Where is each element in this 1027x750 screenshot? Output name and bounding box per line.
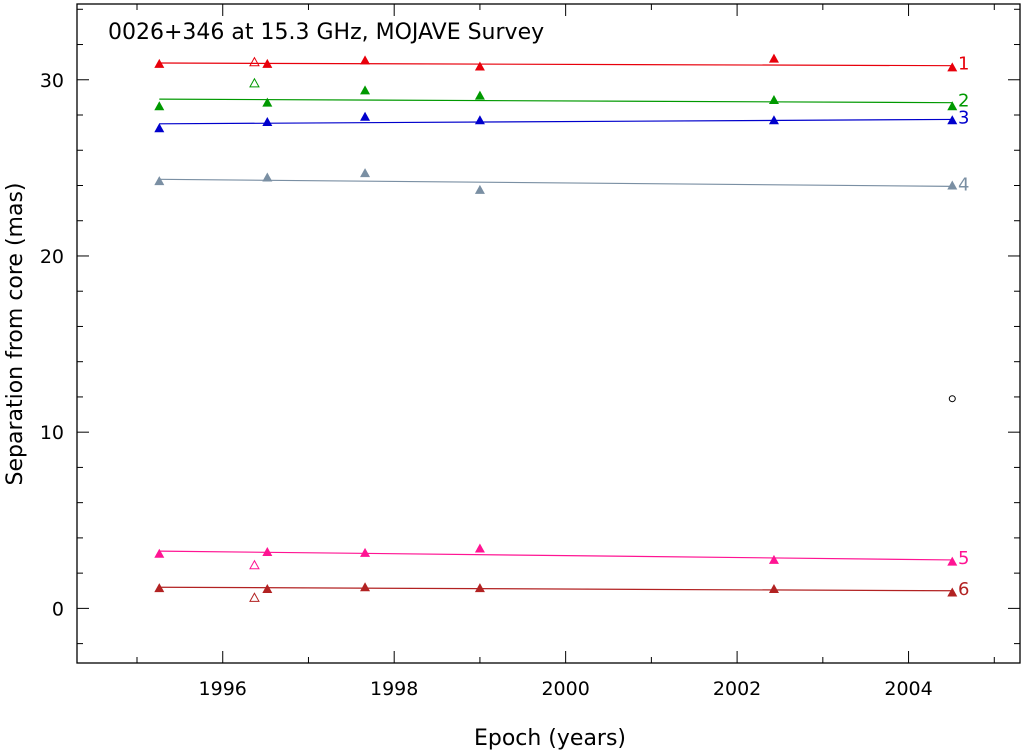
- fit-line-4: [159, 178, 953, 187]
- point-comp-2: [947, 101, 958, 111]
- point-comp-6: [768, 583, 779, 593]
- point-comp-6: [154, 583, 165, 593]
- open-point-comp-1: [249, 56, 260, 67]
- point-comp-3: [768, 115, 779, 125]
- point-comp-2: [154, 101, 165, 111]
- open-point-comp-6: [249, 592, 260, 602]
- point-comp-5: [262, 546, 273, 556]
- point-comp-4: [474, 184, 485, 194]
- point-comp-1: [360, 55, 371, 65]
- point-comp-5: [360, 547, 371, 557]
- chart-title: 0026+346 at 15.3 GHz, MOJAVE Survey: [108, 20, 544, 45]
- point-comp-3: [360, 111, 371, 121]
- x-tick-label: 1996: [199, 678, 247, 700]
- point-comp-4: [360, 168, 371, 178]
- point-comp-2: [360, 85, 371, 95]
- component-label-2: 2: [958, 91, 969, 112]
- y-tick-label: 30: [40, 70, 64, 92]
- point-comp-5: [947, 556, 958, 566]
- point-comp-5: [474, 543, 485, 553]
- fit-line-6: [159, 586, 953, 592]
- point-comp-2: [262, 97, 273, 107]
- x-tick-label: 2002: [713, 678, 761, 700]
- open-point-comp-2: [249, 77, 260, 88]
- circle-point: [948, 395, 956, 403]
- fit-line-3: [159, 118, 953, 125]
- point-comp-3: [947, 115, 958, 125]
- point-comp-3: [262, 117, 273, 127]
- component-label-6: 6: [958, 579, 969, 600]
- point-comp-4: [947, 180, 958, 190]
- point-comp-3: [154, 123, 165, 133]
- point-comp-4: [154, 176, 165, 186]
- fit-line-2: [159, 98, 953, 104]
- fit-line-1: [159, 62, 953, 67]
- y-tick-label: 10: [40, 422, 64, 444]
- x-axis-label: Epoch (years): [474, 726, 626, 750]
- data-points: [154, 53, 958, 602]
- y-tick-label: 0: [52, 598, 64, 620]
- point-comp-6: [360, 582, 371, 592]
- component-label-1: 1: [958, 54, 969, 75]
- point-comp-3: [474, 115, 485, 125]
- point-comp-1: [154, 58, 165, 68]
- tick-labels: 1996 1998 2000 2002 2004 0 10 20 30: [40, 70, 933, 700]
- point-comp-5: [768, 554, 779, 564]
- point-comp-1: [262, 58, 273, 68]
- x-tick-label: 1998: [370, 678, 418, 700]
- point-comp-4: [262, 172, 273, 182]
- point-comp-2: [768, 95, 779, 105]
- fit-lines: [159, 62, 953, 592]
- component-label-3: 3: [958, 107, 969, 128]
- y-axis-label: Separation from core (mas): [3, 183, 28, 486]
- x-tick-label: 2000: [541, 678, 589, 700]
- y-tick-label: 20: [40, 246, 64, 268]
- point-comp-1: [947, 62, 958, 72]
- point-comp-1: [474, 61, 485, 71]
- plot-frame: [76, 3, 1021, 664]
- fit-line-5: [159, 550, 953, 561]
- component-label-5: 5: [958, 548, 969, 569]
- point-comp-2: [474, 90, 485, 100]
- point-comp-6: [947, 587, 958, 597]
- point-comp-1: [768, 53, 779, 63]
- point-comp-6: [262, 583, 273, 593]
- axis-ticks: [77, 4, 1020, 663]
- x-tick-label: 2004: [884, 678, 932, 700]
- component-label-4: 4: [958, 174, 969, 195]
- point-comp-5: [154, 548, 165, 558]
- open-point-comp-5: [249, 559, 260, 570]
- point-comp-6: [474, 583, 485, 593]
